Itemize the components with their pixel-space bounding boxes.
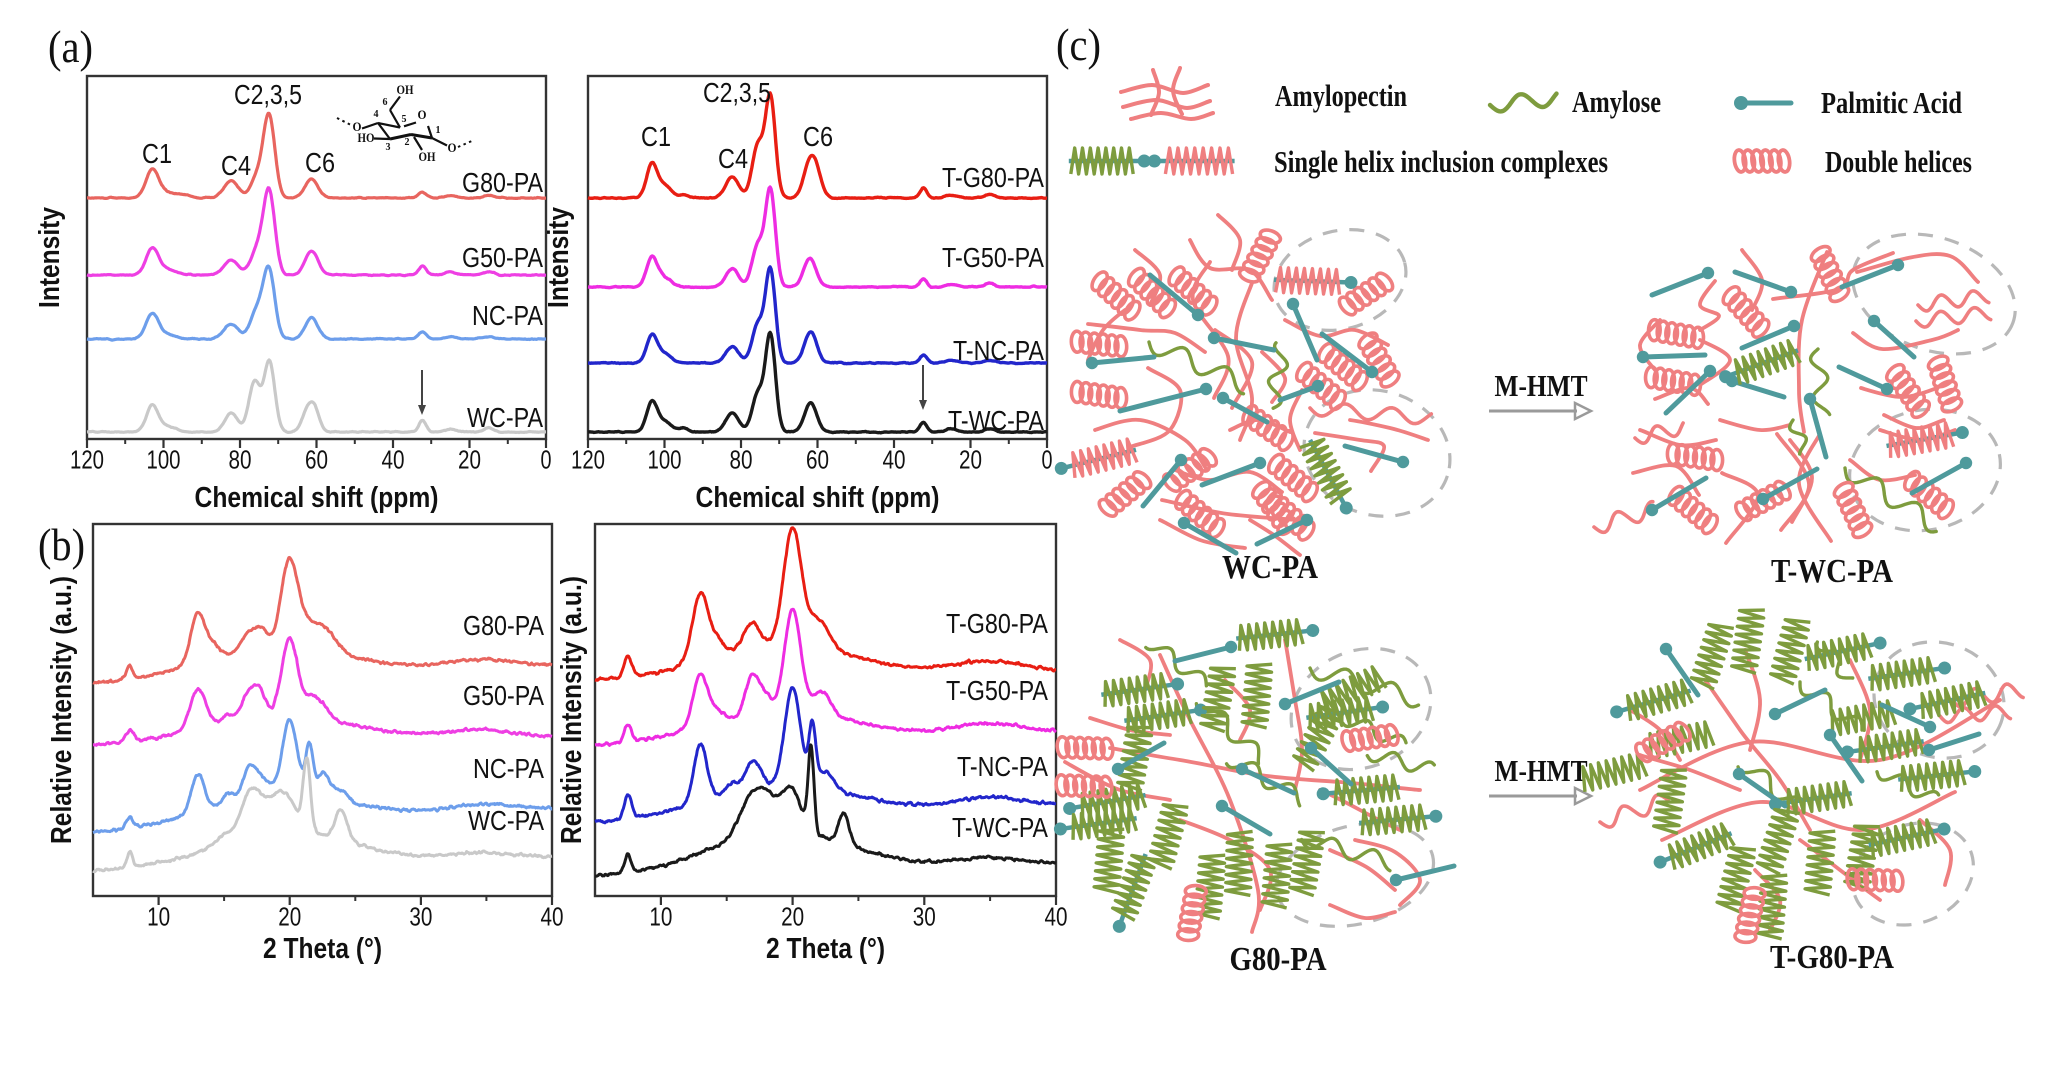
svg-text:G50-PA: G50-PA <box>463 680 544 711</box>
svg-text:40: 40 <box>541 902 564 932</box>
svg-text:80: 80 <box>730 445 753 475</box>
svg-text:0: 0 <box>541 445 552 475</box>
svg-text:2: 2 <box>405 136 410 148</box>
svg-text:C6: C6 <box>305 147 335 178</box>
svg-text:WC-PA: WC-PA <box>467 402 543 433</box>
svg-text:T-G80-PA: T-G80-PA <box>946 608 1048 639</box>
svg-text:OH: OH <box>419 149 436 164</box>
svg-text:100: 100 <box>147 445 181 475</box>
svg-text:20: 20 <box>278 902 301 932</box>
svg-text:O: O <box>448 140 457 155</box>
svg-text:120: 120 <box>70 445 104 475</box>
svg-text:100: 100 <box>648 445 682 475</box>
svg-text:C2,3,5: C2,3,5 <box>703 77 771 108</box>
svg-text:T-G50-PA: T-G50-PA <box>946 675 1048 706</box>
svg-text:2 Theta (°): 2 Theta (°) <box>263 933 382 965</box>
svg-text:Chemical shift (ppm): Chemical shift (ppm) <box>195 482 439 514</box>
svg-text:1: 1 <box>436 124 441 136</box>
svg-text:Amylose: Amylose <box>1572 84 1661 119</box>
svg-text:M-HMT: M-HMT <box>1495 753 1588 788</box>
svg-text:T-G80-PA: T-G80-PA <box>1770 939 1894 976</box>
svg-text:Relative Intensity (a.u.): Relative Intensity (a.u.) <box>46 576 78 844</box>
svg-text:Intensity: Intensity <box>34 207 66 308</box>
svg-text:O: O <box>353 119 362 134</box>
svg-text:Chemical shift (ppm): Chemical shift (ppm) <box>696 482 940 514</box>
svg-text:G80-PA: G80-PA <box>463 610 544 641</box>
svg-text:30: 30 <box>913 902 936 932</box>
svg-text:40: 40 <box>883 445 906 475</box>
svg-text:WC-PA: WC-PA <box>468 805 544 836</box>
svg-text:(c): (c) <box>1056 19 1101 70</box>
svg-text:Single helix inclusion complex: Single helix inclusion complexes <box>1274 144 1608 179</box>
svg-text:NC-PA: NC-PA <box>473 753 544 784</box>
svg-text:120: 120 <box>571 445 605 475</box>
svg-text:C4: C4 <box>718 143 748 174</box>
svg-text:Palmitic Acid: Palmitic Acid <box>1821 85 1962 120</box>
svg-text:C2,3,5: C2,3,5 <box>234 79 302 110</box>
svg-text:5: 5 <box>402 113 407 125</box>
svg-text:0: 0 <box>1042 445 1053 475</box>
svg-text:T-NC-PA: T-NC-PA <box>957 751 1048 782</box>
svg-text:40: 40 <box>382 445 405 475</box>
svg-text:3: 3 <box>386 141 391 153</box>
svg-text:Amylopectin: Amylopectin <box>1275 78 1407 113</box>
svg-text:T-G50-PA: T-G50-PA <box>942 242 1044 273</box>
svg-text:G50-PA: G50-PA <box>462 242 543 273</box>
svg-text:C4: C4 <box>221 150 251 181</box>
svg-text:4: 4 <box>374 108 379 120</box>
svg-text:G80-PA: G80-PA <box>462 167 543 198</box>
svg-text:T-WC-PA: T-WC-PA <box>1771 553 1893 590</box>
svg-text:6: 6 <box>383 96 388 108</box>
svg-text:T-NC-PA: T-NC-PA <box>953 335 1044 366</box>
svg-text:80: 80 <box>229 445 252 475</box>
svg-text:20: 20 <box>458 445 481 475</box>
svg-text:HO: HO <box>358 130 375 145</box>
svg-text:30: 30 <box>409 902 432 932</box>
svg-text:T-WC-PA: T-WC-PA <box>952 812 1048 843</box>
svg-text:G80-PA: G80-PA <box>1230 941 1327 978</box>
svg-text:2 Theta (°): 2 Theta (°) <box>766 933 885 965</box>
svg-text:T-WC-PA: T-WC-PA <box>948 405 1044 436</box>
svg-text:Relative Intensity (a.u.): Relative Intensity (a.u.) <box>556 576 588 844</box>
svg-text:10: 10 <box>649 902 672 932</box>
svg-text:T-G80-PA: T-G80-PA <box>942 162 1044 193</box>
svg-text:WC-PA: WC-PA <box>1222 549 1318 586</box>
svg-text:40: 40 <box>1045 902 1068 932</box>
svg-text:C6: C6 <box>803 121 833 152</box>
svg-text:(b): (b) <box>38 519 85 570</box>
svg-text:20: 20 <box>781 902 804 932</box>
svg-text:OH: OH <box>397 82 414 97</box>
svg-text:C1: C1 <box>142 138 172 169</box>
svg-text:60: 60 <box>806 445 829 475</box>
svg-text:NC-PA: NC-PA <box>472 300 543 331</box>
svg-text:Intensity: Intensity <box>543 207 575 308</box>
svg-text:C1: C1 <box>641 121 671 152</box>
svg-text:20: 20 <box>959 445 982 475</box>
svg-text:O: O <box>418 107 427 122</box>
svg-text:Double helices: Double helices <box>1825 144 1972 179</box>
svg-text:(a): (a) <box>48 21 93 72</box>
svg-text:M-HMT: M-HMT <box>1495 368 1588 403</box>
svg-text:10: 10 <box>147 902 170 932</box>
svg-text:60: 60 <box>305 445 328 475</box>
